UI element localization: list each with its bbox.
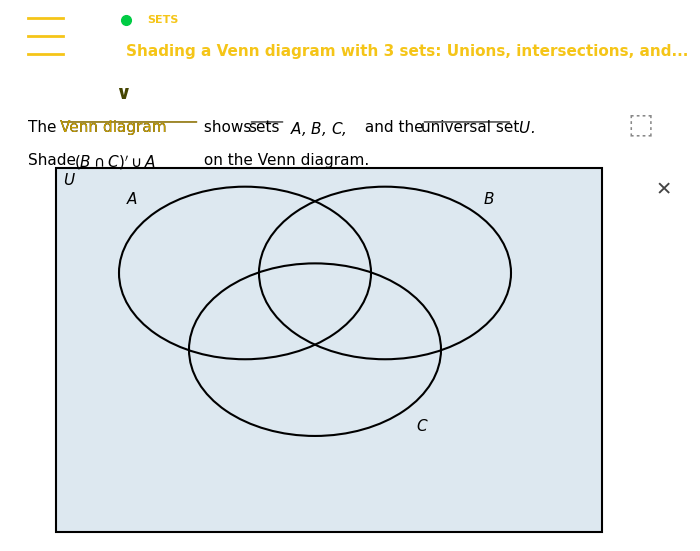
Text: Shade: Shade <box>28 153 81 168</box>
Text: SETS: SETS <box>147 15 178 25</box>
Text: $C$: $C$ <box>416 418 429 434</box>
Text: $B$: $B$ <box>483 191 494 208</box>
Text: on the Venn diagram.: on the Venn diagram. <box>199 153 370 168</box>
Text: and the: and the <box>360 120 429 134</box>
Text: sets: sets <box>248 120 280 134</box>
Text: $U$.: $U$. <box>514 120 536 136</box>
Text: Shading a Venn diagram with 3 sets: Unions, intersections, and...: Shading a Venn diagram with 3 sets: Unio… <box>126 44 688 59</box>
Text: $(B \cap C)' \cup A$: $(B \cap C)' \cup A$ <box>74 153 155 172</box>
Text: $A$: $A$ <box>126 191 138 208</box>
Text: Venn diagram: Venn diagram <box>60 120 166 134</box>
Text: The: The <box>28 120 62 134</box>
Text: $A$, $B$, $C$,: $A$, $B$, $C$, <box>286 120 346 138</box>
Text: Venn diagram: Venn diagram <box>60 120 166 134</box>
Text: universal set: universal set <box>421 120 520 134</box>
Text: ⬚: ⬚ <box>628 110 654 138</box>
Text: ∨: ∨ <box>115 84 130 103</box>
Text: shows: shows <box>199 120 257 134</box>
Text: $U$: $U$ <box>63 172 76 188</box>
FancyBboxPatch shape <box>56 168 602 532</box>
Text: ✕: ✕ <box>655 181 672 199</box>
